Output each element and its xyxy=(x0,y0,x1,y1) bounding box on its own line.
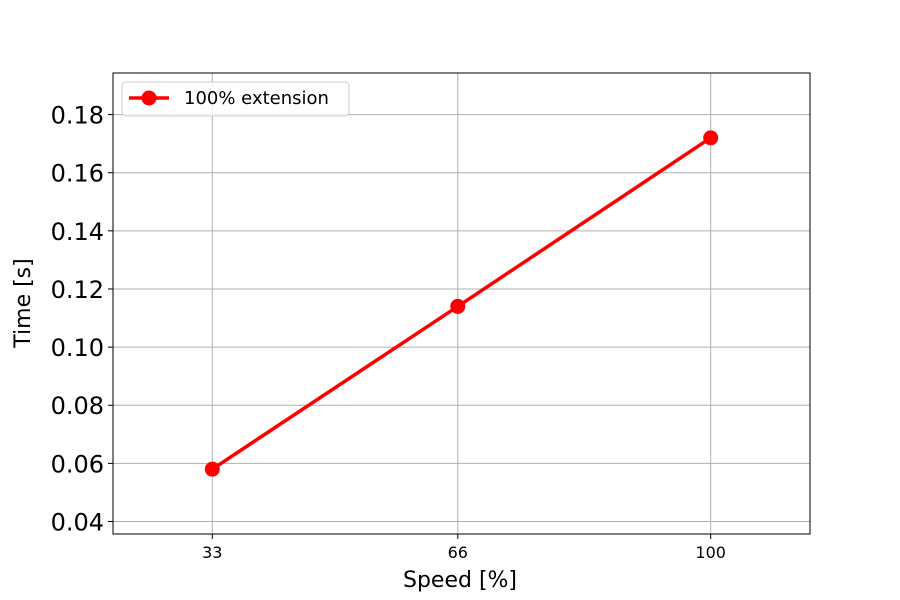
plot-frame xyxy=(112,72,811,535)
legend-label: 100% extension xyxy=(184,88,329,109)
legend-marker xyxy=(141,90,157,106)
x-tick-label: 100 xyxy=(695,543,726,562)
y-tick-label: 0.16 xyxy=(51,160,104,188)
y-tick-label: 0.10 xyxy=(51,334,104,362)
x-tick-label: 66 xyxy=(448,543,468,562)
y-axis-label: Time [s] xyxy=(11,258,36,348)
x-tick-label: 33 xyxy=(202,543,222,562)
legend-box xyxy=(121,81,350,117)
legend: 100% extension xyxy=(121,81,350,117)
y-tick-label: 0.14 xyxy=(51,218,104,246)
x-axis-label: Speed [%] xyxy=(403,568,517,593)
y-tick-label: 0.04 xyxy=(51,509,104,537)
data-point xyxy=(450,298,466,314)
y-tick-label: 0.12 xyxy=(51,276,104,304)
y-tick-label: 0.18 xyxy=(51,102,104,130)
y-axis-ticks: 0.04 0.06 0.08 0.10 0.12 0.14 0.16 0.18 xyxy=(51,102,113,537)
data-point xyxy=(204,461,220,477)
data-point xyxy=(703,130,719,146)
y-tick-label: 0.06 xyxy=(51,450,104,478)
x-axis-ticks: 33 66 100 xyxy=(202,534,726,562)
series-layer xyxy=(204,130,719,477)
y-tick-label: 0.08 xyxy=(51,392,104,420)
